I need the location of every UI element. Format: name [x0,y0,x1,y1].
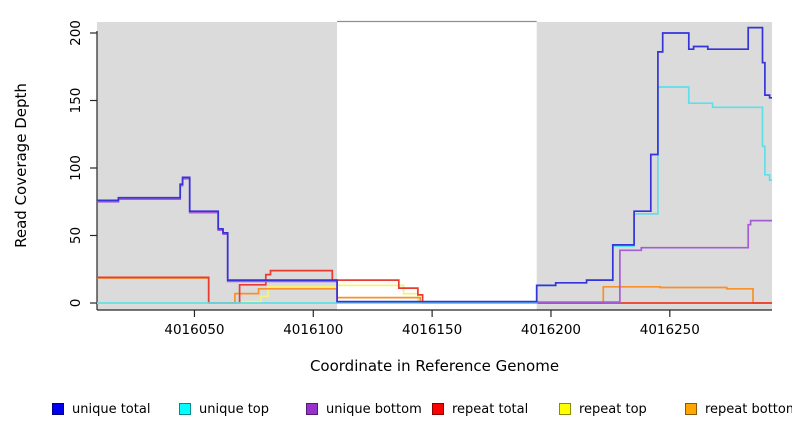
legend-item-repeat-bottom: repeat bottom [685,399,792,419]
legend-swatch-unique-top [179,403,191,415]
covered-region [536,22,772,310]
legend-swatch-repeat-bottom [685,403,697,415]
x-tick-label: 4016150 [402,322,462,338]
x-axis-title: Coordinate in Reference Genome [309,357,560,375]
series-line-repeat-top [97,284,772,304]
covered-region [97,22,338,310]
y-tick-label: 150 [68,88,84,114]
legend-item-unique-top: unique top [179,399,269,419]
legend-item-unique-bottom: unique bottom [306,399,422,419]
legend-label: unique top [199,401,270,417]
coverage-chart: 4016050 4016100 4016150 4016200 4016250 0 50 10… [12,20,772,338]
chart-legend: unique total unique top unique bottom re… [0,399,792,421]
y-axis-title: Read Coverage Depth [12,83,30,248]
y-tick-label: 200 [68,20,84,46]
legend-label: repeat top [579,401,647,417]
legend-swatch-repeat-total [432,403,444,415]
legend-label: unique bottom [326,401,422,417]
legend-label: repeat bottom [705,401,792,417]
y-tick-label: 100 [68,155,84,181]
series-line-repeat-bottom [97,277,772,304]
y-tick-label: 50 [68,227,84,244]
legend-item-repeat-top: repeat top [559,399,647,419]
legend-label: repeat total [452,401,529,417]
legend-item-repeat-total: repeat total [432,399,528,419]
x-tick-label: 4016050 [164,322,224,338]
legend-swatch-unique-total [52,403,64,415]
y-tick-label: 0 [68,299,84,308]
x-tick-label: 4016200 [521,322,581,338]
x-tick-label: 4016100 [283,322,343,338]
series-line-unique-total [97,26,772,303]
legend-label: unique total [72,401,151,417]
legend-swatch-unique-bottom [306,403,318,415]
legend-swatch-repeat-top [559,403,571,415]
x-tick-label: 4016250 [640,322,700,338]
legend-item-unique-total: unique total [52,399,150,419]
